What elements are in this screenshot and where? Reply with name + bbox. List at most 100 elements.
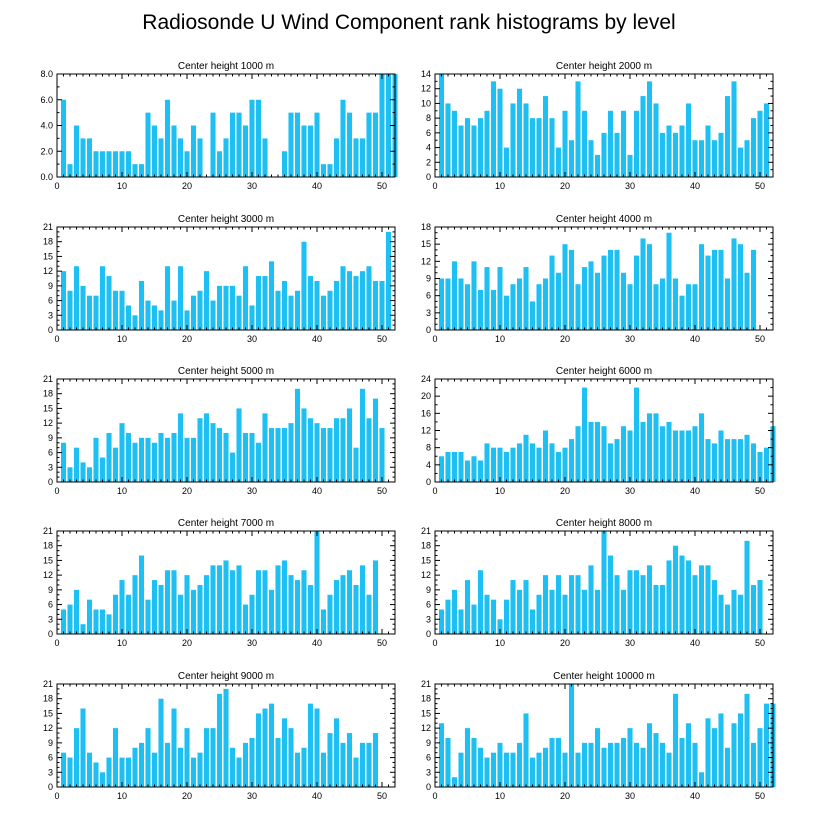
histogram-bar — [646, 565, 653, 634]
histogram-bar — [327, 594, 333, 634]
histogram-bar — [268, 589, 275, 634]
histogram-bar — [594, 421, 601, 482]
histogram-bar — [666, 125, 672, 177]
x-tick-label: 10 — [495, 486, 505, 496]
histogram-bar — [490, 447, 497, 482]
histogram-bar — [581, 742, 588, 787]
histogram-bar — [119, 580, 125, 634]
histogram-bar — [549, 118, 555, 177]
histogram-bar — [106, 757, 112, 787]
histogram-bar — [138, 437, 145, 482]
histogram-bar — [484, 594, 490, 634]
histogram-bar — [692, 284, 698, 330]
histogram-bar — [93, 437, 99, 482]
histogram-bar — [184, 437, 190, 482]
histogram-bar — [685, 560, 692, 634]
histogram-bar — [666, 752, 672, 787]
histogram-bar — [484, 443, 490, 483]
histogram-bar — [125, 757, 132, 787]
panel-title: Center height 1000 m — [178, 61, 274, 72]
histogram-bar — [724, 278, 731, 330]
histogram-bar — [223, 688, 229, 787]
histogram-bar — [268, 261, 275, 330]
x-tick-label: 0 — [54, 638, 59, 648]
histogram-bar — [73, 728, 80, 787]
histogram-bar — [549, 737, 555, 787]
histogram-bar — [724, 96, 731, 177]
histogram-bar — [340, 418, 346, 482]
histogram-bar — [184, 728, 190, 787]
x-tick-label: 10 — [495, 791, 505, 801]
histogram-bar — [372, 733, 379, 787]
histogram-bar — [438, 609, 445, 634]
x-tick-label: 50 — [377, 791, 387, 801]
histogram-bar — [744, 272, 750, 330]
histogram-bar — [718, 132, 724, 177]
histogram-bar — [385, 231, 392, 330]
histogram-bar — [672, 132, 679, 177]
x-tick-label: 20 — [182, 181, 192, 191]
histogram-bar — [627, 284, 633, 330]
histogram-bar — [301, 125, 307, 177]
histogram-bar — [633, 742, 640, 787]
x-tick-label: 30 — [625, 486, 635, 496]
histogram-bar — [216, 285, 223, 330]
histogram-bar — [67, 290, 73, 330]
y-tick-label: 18 — [421, 222, 431, 232]
histogram-bar — [372, 560, 379, 634]
x-tick-label: 30 — [247, 791, 257, 801]
y-tick-label: 21 — [421, 679, 431, 689]
histogram-bar — [523, 580, 529, 634]
histogram-bar — [203, 413, 210, 482]
histogram-bar — [210, 300, 216, 330]
histogram-bar — [698, 772, 705, 787]
histogram-bar — [705, 439, 711, 482]
histogram-bar — [301, 747, 307, 787]
histogram-bar — [327, 290, 333, 330]
histogram-bar — [724, 439, 731, 482]
histogram-bar — [281, 718, 288, 787]
histogram-bar — [711, 580, 718, 634]
histogram-bar — [210, 565, 216, 634]
histogram-bar — [106, 276, 112, 330]
histogram-bar — [464, 118, 471, 177]
histogram-panel: Center height 1000 m 0 10 20 30 40 50 0.0 2.0 4.0… — [40, 61, 398, 191]
histogram-bar — [353, 584, 359, 634]
y-tick-label: 12 — [421, 570, 431, 580]
histogram-bar — [268, 703, 275, 787]
histogram-bar — [229, 570, 236, 634]
histogram-bar — [255, 276, 262, 330]
histogram-bar — [73, 266, 80, 330]
histogram-bar — [119, 423, 125, 482]
histogram-bar — [659, 742, 666, 787]
histogram-bar — [288, 575, 294, 634]
histogram-bar — [718, 430, 724, 482]
x-tick-label: 10 — [117, 181, 127, 191]
histogram-bar — [346, 271, 353, 330]
histogram-panel: Center height 6000 m 0 10 20 30 40 50 0 4 8 12 16 20… — [421, 366, 776, 496]
histogram-bar — [281, 428, 288, 482]
y-tick-label: 6 — [426, 128, 431, 138]
y-tick-label: 2 — [426, 157, 431, 167]
histogram-bar — [711, 728, 718, 787]
histogram-bar — [438, 74, 445, 177]
histogram-bar — [750, 584, 757, 634]
histogram-bar — [562, 752, 568, 787]
y-tick-label: 3 — [426, 614, 431, 624]
y-tick-label: 12 — [421, 84, 431, 94]
histogram-bar — [229, 452, 236, 482]
panels: Center height 1000 m0 10 20 30 40 500.02.04.0… — [40, 61, 776, 801]
histogram-bar — [562, 110, 568, 177]
histogram-bar — [288, 295, 294, 330]
histogram-bar — [294, 112, 301, 178]
histogram-bar — [575, 81, 581, 177]
histogram-bar — [236, 112, 242, 178]
histogram-bar — [255, 713, 262, 787]
histogram-bar — [249, 594, 255, 634]
histogram-bar — [666, 560, 672, 634]
histogram-bar — [346, 112, 353, 178]
histogram-bar — [653, 103, 659, 177]
histogram-bar — [490, 289, 497, 330]
histogram-bar — [692, 742, 698, 787]
histogram-bar — [594, 589, 601, 634]
